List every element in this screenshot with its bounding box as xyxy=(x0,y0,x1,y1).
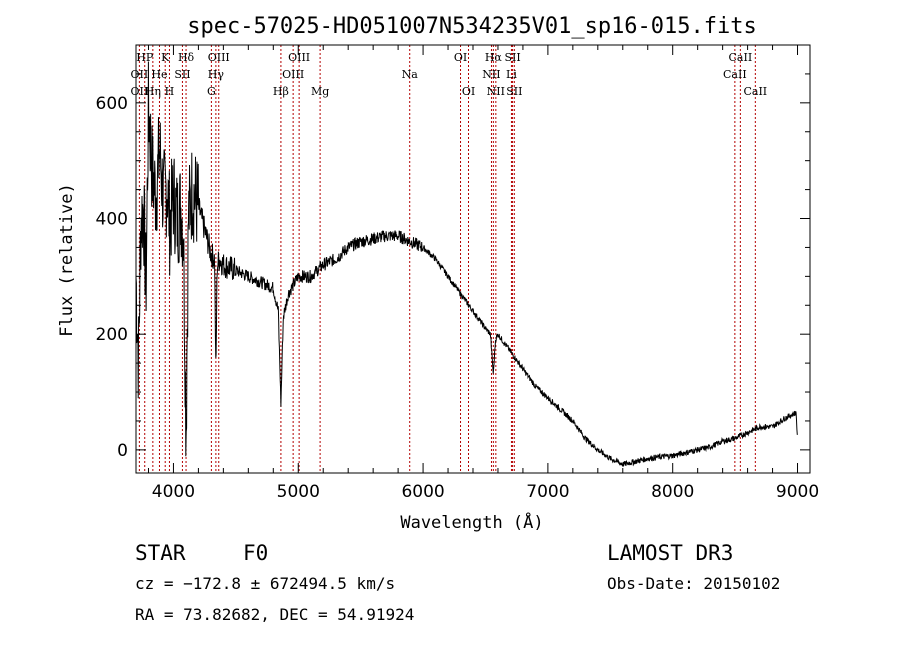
x-tick-label: 4000 xyxy=(152,482,195,502)
obs-date: Obs-Date: 20150102 xyxy=(607,574,780,593)
line-label-caii: CaII xyxy=(729,51,753,64)
line-label-oiii: OIII xyxy=(282,68,304,81)
line-label-oiii: OIII xyxy=(288,51,310,64)
line-label-oiii: OIII xyxy=(208,51,230,64)
x-tick-label: 5000 xyxy=(277,482,320,502)
survey-name: LAMOST DR3 xyxy=(607,541,733,565)
y-tick-label: 400 xyxy=(96,210,128,230)
y-tick-label: 0 xyxy=(117,441,128,461)
line-label-he: He xyxy=(151,68,167,81)
line-label-caii: CaII xyxy=(743,85,767,98)
line-label-hp: HP xyxy=(136,51,154,64)
line-label-nii: NII xyxy=(487,85,505,98)
x-axis-label: Wavelength (Å) xyxy=(400,511,543,533)
line-label-oi: OI xyxy=(454,51,467,64)
spectrum-line xyxy=(135,61,798,467)
line-label-g: G xyxy=(207,85,216,98)
line-label-k: K xyxy=(161,51,170,64)
y-axis: 0 200 400 600 xyxy=(96,73,810,461)
x-tick-label: 8000 xyxy=(651,482,694,502)
line-label-hβ: Hβ xyxy=(273,85,289,98)
line-label-h: H xyxy=(165,85,175,98)
object-class: STAR xyxy=(135,541,186,565)
x-axis: 4000 5000 6000 7000 8000 9000 xyxy=(147,45,819,502)
line-label-sii: SII xyxy=(174,68,190,81)
y-tick-label: 600 xyxy=(96,94,128,114)
line-label-hγ: Hγ xyxy=(208,68,225,81)
redshift-cz: cz = −172.8 ± 672494.5 km/s xyxy=(135,574,395,593)
line-label-na: Na xyxy=(402,68,419,81)
chart-title: spec-57025-HD051007N534235V01_sp16-015.f… xyxy=(187,14,757,39)
ra-dec-coords: RA = 73.82682, DEC = 54.91924 xyxy=(135,605,414,624)
line-label-li: Li xyxy=(506,68,517,81)
x-tick-label: 7000 xyxy=(526,482,569,502)
line-label-oii: OII xyxy=(131,85,149,98)
line-label-hα: Hα xyxy=(485,51,503,64)
object-subclass: F0 xyxy=(243,541,268,565)
y-tick-label: 200 xyxy=(96,325,128,345)
line-label-caii: CaII xyxy=(723,68,747,81)
line-label-hη: Hη xyxy=(145,85,161,98)
y-axis-label: Flux (relative) xyxy=(57,183,77,337)
plot-frame xyxy=(135,44,811,474)
x-tick-label: 9000 xyxy=(776,482,819,502)
line-label-oi: OI xyxy=(462,85,475,98)
line-label-mg: Mg xyxy=(311,85,329,98)
line-label-nii: NII xyxy=(482,68,500,81)
x-tick-label: 6000 xyxy=(401,482,444,502)
line-label-oii: OII xyxy=(131,68,149,81)
line-label-sii: SII xyxy=(504,51,520,64)
line-label-sii: SII xyxy=(506,85,522,98)
line-label-hδ: Hδ xyxy=(178,51,195,64)
